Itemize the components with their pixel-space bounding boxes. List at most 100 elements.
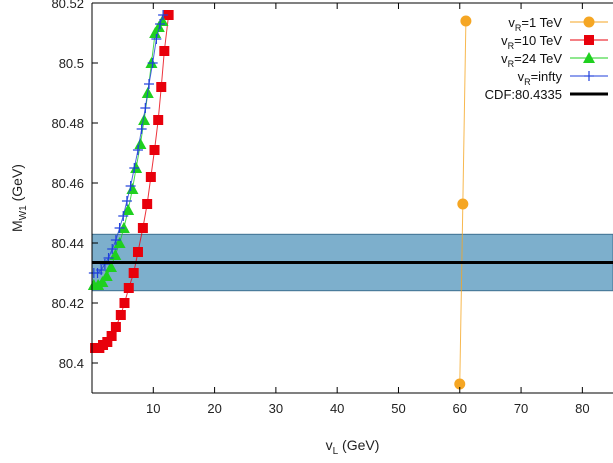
legend-label-prefix: v	[508, 15, 515, 30]
data-point	[126, 183, 139, 194]
data-point	[147, 58, 158, 68]
data-point	[114, 223, 125, 233]
data-point	[144, 79, 155, 89]
x-tick-label: 70	[514, 401, 528, 416]
data-point	[151, 34, 162, 44]
data-point	[158, 10, 169, 20]
x-tick-label: 20	[207, 401, 221, 416]
data-point	[155, 19, 166, 29]
y-axis-title: MW1 (GeV)	[9, 164, 29, 232]
y-tick-label: 80.52	[51, 0, 84, 11]
legend-label-text: CDF:80.4335	[485, 87, 562, 102]
legend-label-prefix: v	[501, 33, 508, 48]
data-point	[110, 322, 121, 332]
series-10-tev	[90, 10, 174, 353]
data-point	[137, 223, 148, 233]
legend-label-prefix: v	[518, 69, 525, 84]
x-tick-label: 10	[146, 401, 160, 416]
data-point	[454, 378, 466, 390]
data-point	[125, 181, 136, 191]
legend-label-suffix: =10 TeV	[514, 33, 562, 48]
legend-label-sub: R	[508, 41, 515, 51]
data-point	[122, 204, 135, 215]
legend-label-suffix: =1 TeV	[521, 15, 562, 30]
legend-sample-marker	[584, 71, 594, 81]
data-point	[457, 198, 469, 210]
legend-label-prefix: v	[501, 51, 508, 66]
data-point	[136, 124, 147, 134]
data-point	[159, 46, 170, 56]
data-point	[105, 261, 118, 272]
series-1-tev	[454, 15, 472, 390]
data-point	[149, 145, 160, 155]
x-axis-title-main: v	[326, 437, 333, 453]
data-point	[107, 244, 118, 254]
data-point	[118, 211, 129, 221]
y-tick-label: 80.5	[59, 56, 84, 71]
legend-label-suffix: =24 TeV	[514, 51, 562, 66]
data-point	[129, 163, 140, 173]
x-tick-label: 40	[330, 401, 344, 416]
data-point	[149, 27, 162, 38]
axes-layer: 10 20 30 40 50 60 70 80 80.4 80.42 80.44 80.46 80.48…	[9, 0, 613, 457]
data-point	[156, 82, 167, 92]
data-point	[102, 337, 113, 347]
legend-sample-marker	[583, 16, 595, 28]
legend-label-sub: R	[515, 23, 522, 33]
data-point	[119, 298, 130, 308]
data-point	[115, 310, 126, 320]
data-point	[152, 21, 165, 32]
x-tick-label: 50	[391, 401, 405, 416]
data-point	[123, 283, 134, 293]
legend-entry-4: CDF:80.4335	[485, 87, 608, 102]
data-point	[100, 270, 113, 281]
data-point	[140, 103, 151, 113]
data-point	[153, 115, 164, 125]
y-axis-title-sub: W1	[18, 205, 29, 220]
legend-label: vR=1 TeV	[508, 15, 562, 33]
legend-label-suffix: =infty	[531, 69, 563, 84]
y-axis-title-unit: (GeV)	[9, 164, 25, 205]
data-point	[145, 172, 156, 182]
x-axis-title: vL (GeV)	[326, 437, 380, 457]
legend-label-sub: R	[508, 59, 515, 69]
legend-label-sub: R	[524, 77, 531, 87]
y-tick-label: 80.44	[51, 236, 84, 251]
series-layer	[87, 10, 613, 390]
legend-entry-2: vR=24 TeV	[501, 51, 608, 69]
y-axis-title-main: M	[9, 220, 25, 232]
data-point	[113, 237, 126, 248]
legend-label: CDF:80.4335	[485, 87, 562, 102]
y-tick-label: 80.42	[51, 296, 84, 311]
legend-entry-0: vR=1 TeV	[508, 15, 608, 33]
legend-entry-1: vR=10 TeV	[501, 33, 608, 51]
y-tick-label: 80.4	[59, 356, 84, 371]
x-tick-label: 30	[269, 401, 283, 416]
data-point	[106, 331, 117, 341]
legend-sample-marker	[584, 35, 594, 45]
data-point	[134, 138, 147, 149]
data-point	[121, 196, 132, 206]
data-point	[128, 268, 139, 278]
data-point	[460, 15, 472, 27]
data-point	[109, 249, 122, 260]
x-tick-label: 60	[453, 401, 467, 416]
data-point	[132, 145, 143, 155]
legend-label: vR=24 TeV	[501, 51, 562, 69]
legend-label: vR=infty	[518, 69, 563, 87]
x-tick-label: 80	[575, 401, 589, 416]
y-tick-label: 80.46	[51, 176, 84, 191]
data-point	[132, 247, 143, 257]
data-point	[138, 114, 151, 125]
legend-sample-marker	[583, 52, 595, 63]
y-tick-label: 80.48	[51, 116, 84, 131]
data-point	[96, 265, 107, 275]
data-point	[163, 10, 174, 20]
data-point	[110, 235, 121, 245]
legend-label: vR=10 TeV	[501, 33, 562, 51]
data-point	[96, 276, 109, 287]
legend-entry-3: vR=infty	[518, 69, 608, 87]
